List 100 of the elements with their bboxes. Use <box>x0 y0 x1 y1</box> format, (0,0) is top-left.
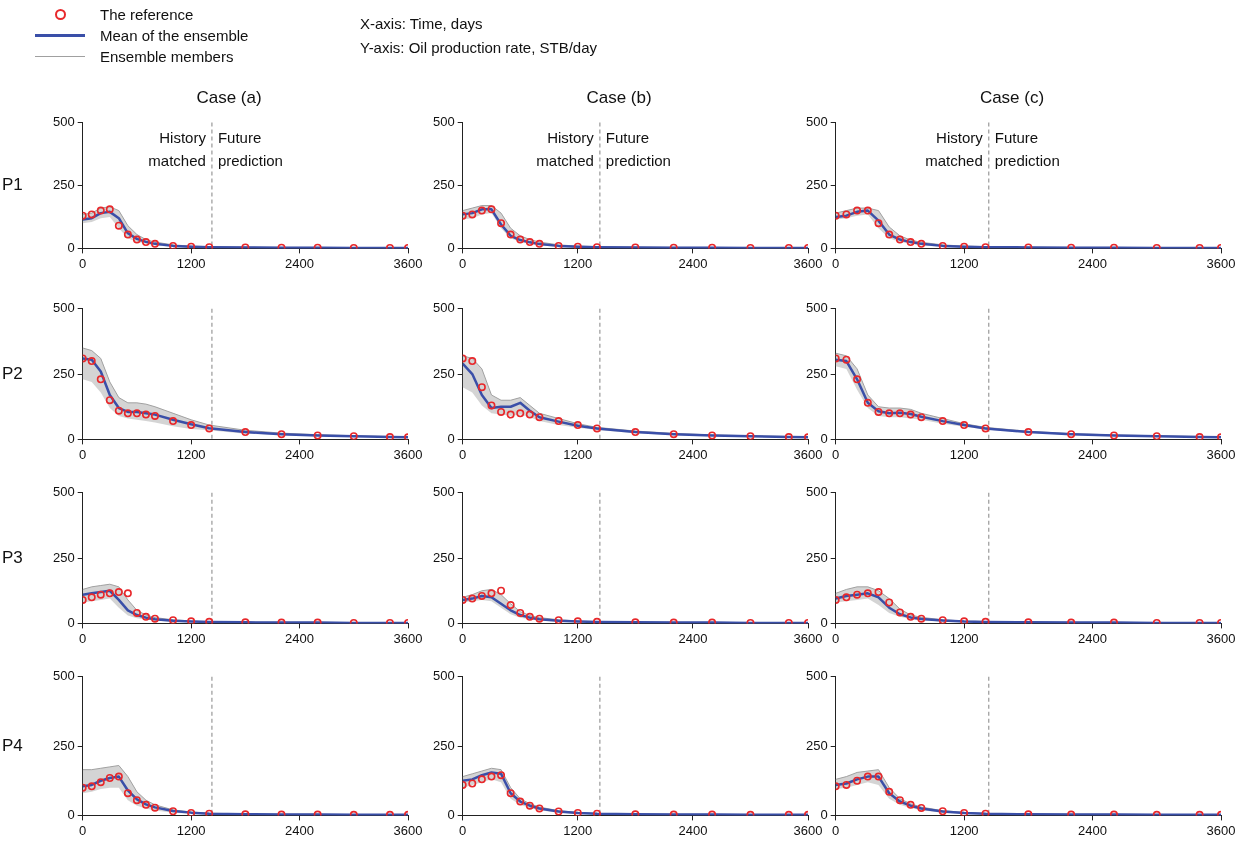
point <box>123 409 132 418</box>
point <box>506 410 515 419</box>
y-tick-label: 500 <box>52 300 75 316</box>
y-tick-label: 0 <box>820 239 828 255</box>
x-tick-label: 2400 <box>1078 822 1108 838</box>
point <box>1152 432 1161 440</box>
y-tick-label: 250 <box>805 549 828 565</box>
y-tick-label: 0 <box>67 614 75 630</box>
point <box>96 375 105 384</box>
x-tick-label: 1200 <box>563 630 593 646</box>
point <box>1024 428 1033 437</box>
point <box>592 424 601 433</box>
annotation: Future prediction <box>605 128 671 169</box>
x-tick-label: 0 <box>459 446 467 462</box>
x-tick-label: 3600 <box>793 630 823 646</box>
x-tick-label: 3600 <box>1206 630 1236 646</box>
point <box>87 357 96 366</box>
chart-title: Case (b) <box>586 87 652 107</box>
point <box>277 430 286 439</box>
x-tick-label: 0 <box>832 446 840 462</box>
x-tick-label: 1200 <box>563 446 593 462</box>
point <box>853 375 862 384</box>
point <box>1067 430 1076 439</box>
x-tick-label: 1200 <box>949 822 979 838</box>
point <box>631 428 640 437</box>
point <box>385 433 394 440</box>
y-tick-label: 500 <box>805 668 828 684</box>
point <box>842 355 851 364</box>
point <box>1195 433 1204 440</box>
annotation: History matched <box>925 128 984 169</box>
y-axis-title: P2 <box>2 363 23 383</box>
y-tick-label: 0 <box>67 239 75 255</box>
y-axis-title: P3 <box>2 547 23 567</box>
point <box>917 413 926 422</box>
x-tick-label: 1200 <box>176 822 206 838</box>
text: Y-axis: Oil production rate, STB/day <box>360 38 598 58</box>
point <box>863 398 872 407</box>
x-tick-label: 0 <box>832 255 840 271</box>
y-tick-label: 250 <box>805 176 828 192</box>
x-tick-label: 1200 <box>949 446 979 462</box>
x-tick-label: 3600 <box>393 255 423 271</box>
point <box>573 421 582 430</box>
point <box>784 433 793 440</box>
y-tick-label: 500 <box>432 668 455 684</box>
y-tick-label: 500 <box>432 300 455 316</box>
y-tick-label: 500 <box>52 668 75 684</box>
point <box>525 410 534 419</box>
y-tick-label: 500 <box>432 484 455 500</box>
annotation: Future prediction <box>994 128 1060 169</box>
point <box>313 431 322 440</box>
text: X-axis: Time, days <box>360 14 484 34</box>
point <box>141 410 150 419</box>
y-tick-label: 500 <box>432 113 455 129</box>
x-tick-label: 2400 <box>285 822 315 838</box>
point <box>105 396 114 405</box>
x-tick-label: 3600 <box>793 255 823 271</box>
y-tick-label: 0 <box>67 430 75 446</box>
x-tick-label: 1200 <box>176 630 206 646</box>
chart-title: Case (a) <box>196 87 262 107</box>
point <box>669 430 678 439</box>
point <box>241 428 250 437</box>
x-tick-label: 0 <box>79 255 87 271</box>
y-tick-label: 0 <box>447 430 455 446</box>
point <box>169 417 178 426</box>
x-tick-label: 0 <box>459 630 467 646</box>
y-tick-label: 250 <box>432 549 455 565</box>
point <box>708 431 717 440</box>
x-tick-label: 0 <box>832 822 840 838</box>
point <box>1109 431 1118 440</box>
point <box>981 424 990 433</box>
x-tick-label: 2400 <box>678 446 708 462</box>
y-tick-label: 250 <box>52 737 75 753</box>
point <box>205 424 214 433</box>
x-tick-label: 2400 <box>1078 255 1108 271</box>
x-tick-label: 0 <box>832 630 840 646</box>
y-tick-label: 250 <box>432 365 455 381</box>
x-tick-label: 2400 <box>678 822 708 838</box>
y-tick-label: 500 <box>805 113 828 129</box>
x-tick-label: 1200 <box>176 446 206 462</box>
y-tick-label: 500 <box>52 113 75 129</box>
point <box>187 421 196 430</box>
point <box>885 409 894 418</box>
y-tick-label: 0 <box>820 614 828 630</box>
x-tick-label: 2400 <box>285 446 315 462</box>
annotation: History matched <box>536 128 595 169</box>
point <box>132 409 141 418</box>
x-tick-label: 2400 <box>285 630 315 646</box>
legend-label: The reference <box>100 6 194 23</box>
x-tick-label: 2400 <box>678 630 708 646</box>
x-tick-label: 3600 <box>1206 446 1236 462</box>
legend-label: Ensemble members <box>100 48 234 65</box>
x-tick-label: 0 <box>79 446 87 462</box>
y-tick-label: 0 <box>447 239 455 255</box>
point <box>349 432 358 440</box>
x-tick-label: 0 <box>79 630 87 646</box>
point <box>895 409 904 418</box>
x-tick-label: 3600 <box>793 822 823 838</box>
y-tick-label: 250 <box>52 176 75 192</box>
y-tick-label: 250 <box>805 365 828 381</box>
x-tick-label: 3600 <box>393 630 423 646</box>
